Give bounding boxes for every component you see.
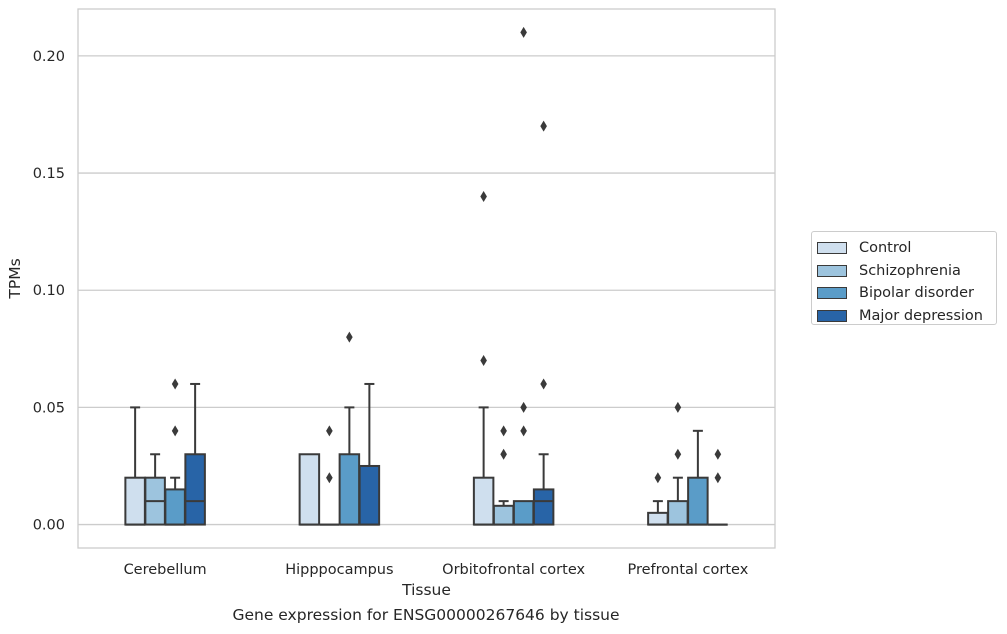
box-major-depression-2: [532, 120, 555, 526]
box-control-1: [298, 453, 321, 526]
legend-label-control: Control: [859, 240, 912, 257]
box-control-3: [647, 472, 669, 526]
box-major-depression-0: [184, 382, 206, 526]
outlier-point: [520, 26, 527, 38]
box-schizophrenia-0: [144, 453, 166, 526]
box-body: [298, 453, 321, 526]
x-tick-label: Hipppocampus: [285, 562, 393, 578]
box-body: [667, 500, 689, 526]
box-major-depression-3: [708, 448, 728, 526]
legend-swatch-major-depression: [817, 309, 847, 322]
y-tick-label: 0.00: [33, 518, 65, 534]
outlier-point: [500, 448, 507, 460]
y-axis-title: TPMs: [6, 258, 24, 299]
box-body: [472, 476, 495, 526]
outlier-point: [326, 472, 333, 484]
outlier-point: [520, 401, 527, 413]
box-body: [687, 476, 709, 526]
figure-caption: Gene expression for ENSG00000267646 by t…: [232, 606, 620, 624]
box-major-depression-1: [358, 382, 381, 526]
chart-legend: Control Schizophrenia Bipolar disorder M…: [811, 231, 997, 325]
legend-swatch-control: [817, 242, 847, 255]
box-body: [164, 488, 186, 526]
box-control-0: [124, 406, 146, 526]
box-schizophrenia-1: [319, 425, 340, 526]
outlier-point: [171, 425, 179, 437]
legend-label-bipolar-disorder: Bipolar disorder: [859, 285, 974, 302]
box-bipolar-disorder-1: [338, 331, 361, 526]
x-tick-label: Orbitofrontal cortex: [442, 562, 585, 578]
legend-item-major-depression: Major depression: [812, 305, 996, 328]
box-body: [184, 453, 206, 526]
y-tick-label: 0.15: [33, 166, 65, 182]
outlier-point: [714, 472, 722, 484]
x-tick-label: Prefrontal cortex: [627, 562, 748, 578]
outlier-point: [520, 425, 527, 437]
x-axis-title: Tissue: [401, 581, 451, 599]
box-body: [124, 476, 146, 526]
y-tick-label: 0.20: [33, 49, 65, 65]
legend-item-bipolar-disorder: Bipolar disorder: [812, 282, 996, 305]
outlier-point: [171, 378, 179, 390]
outlier-point: [346, 331, 353, 343]
y-tick-label: 0.05: [33, 400, 65, 416]
box-control-2: [472, 190, 495, 526]
legend-swatch-schizophrenia: [817, 264, 847, 277]
legend-item-schizophrenia: Schizophrenia: [812, 260, 996, 283]
x-tick-label: Cerebellum: [124, 562, 207, 578]
outlier-point: [714, 448, 722, 460]
gridlines: [78, 55, 775, 526]
outlier-point: [540, 378, 547, 390]
y-tick-label: 0.10: [33, 283, 65, 299]
outlier-point: [654, 472, 662, 484]
outlier-point: [674, 401, 682, 413]
outlier-point: [674, 448, 682, 460]
box-body: [512, 500, 535, 526]
box-series-layer: [124, 26, 728, 526]
box-schizophrenia-3: [667, 401, 689, 526]
box-body: [492, 504, 515, 526]
tick-labels: 0.00 0.05 0.10 0.15 0.20 Cerebellum Hipppocamp…: [33, 49, 749, 578]
legend-swatch-bipolar-disorder: [817, 287, 847, 300]
box-body: [647, 511, 669, 526]
plot-frame: [77, 8, 776, 549]
box-body: [532, 488, 555, 526]
box-body: [338, 453, 361, 526]
outlier-point: [480, 190, 487, 202]
outlier-point: [326, 425, 333, 437]
legend-label-schizophrenia: Schizophrenia: [859, 262, 961, 279]
legend-label-major-depression: Major depression: [859, 307, 983, 324]
legend-item-control: Control: [812, 237, 996, 260]
box-bipolar-disorder-0: [164, 378, 186, 526]
outlier-point: [500, 425, 507, 437]
box-schizophrenia-2: [492, 425, 515, 526]
box-bipolar-disorder-2: [512, 26, 535, 526]
outlier-point: [480, 355, 487, 367]
box-body: [358, 464, 381, 526]
outlier-point: [540, 120, 547, 132]
box-bipolar-disorder-3: [687, 429, 709, 526]
